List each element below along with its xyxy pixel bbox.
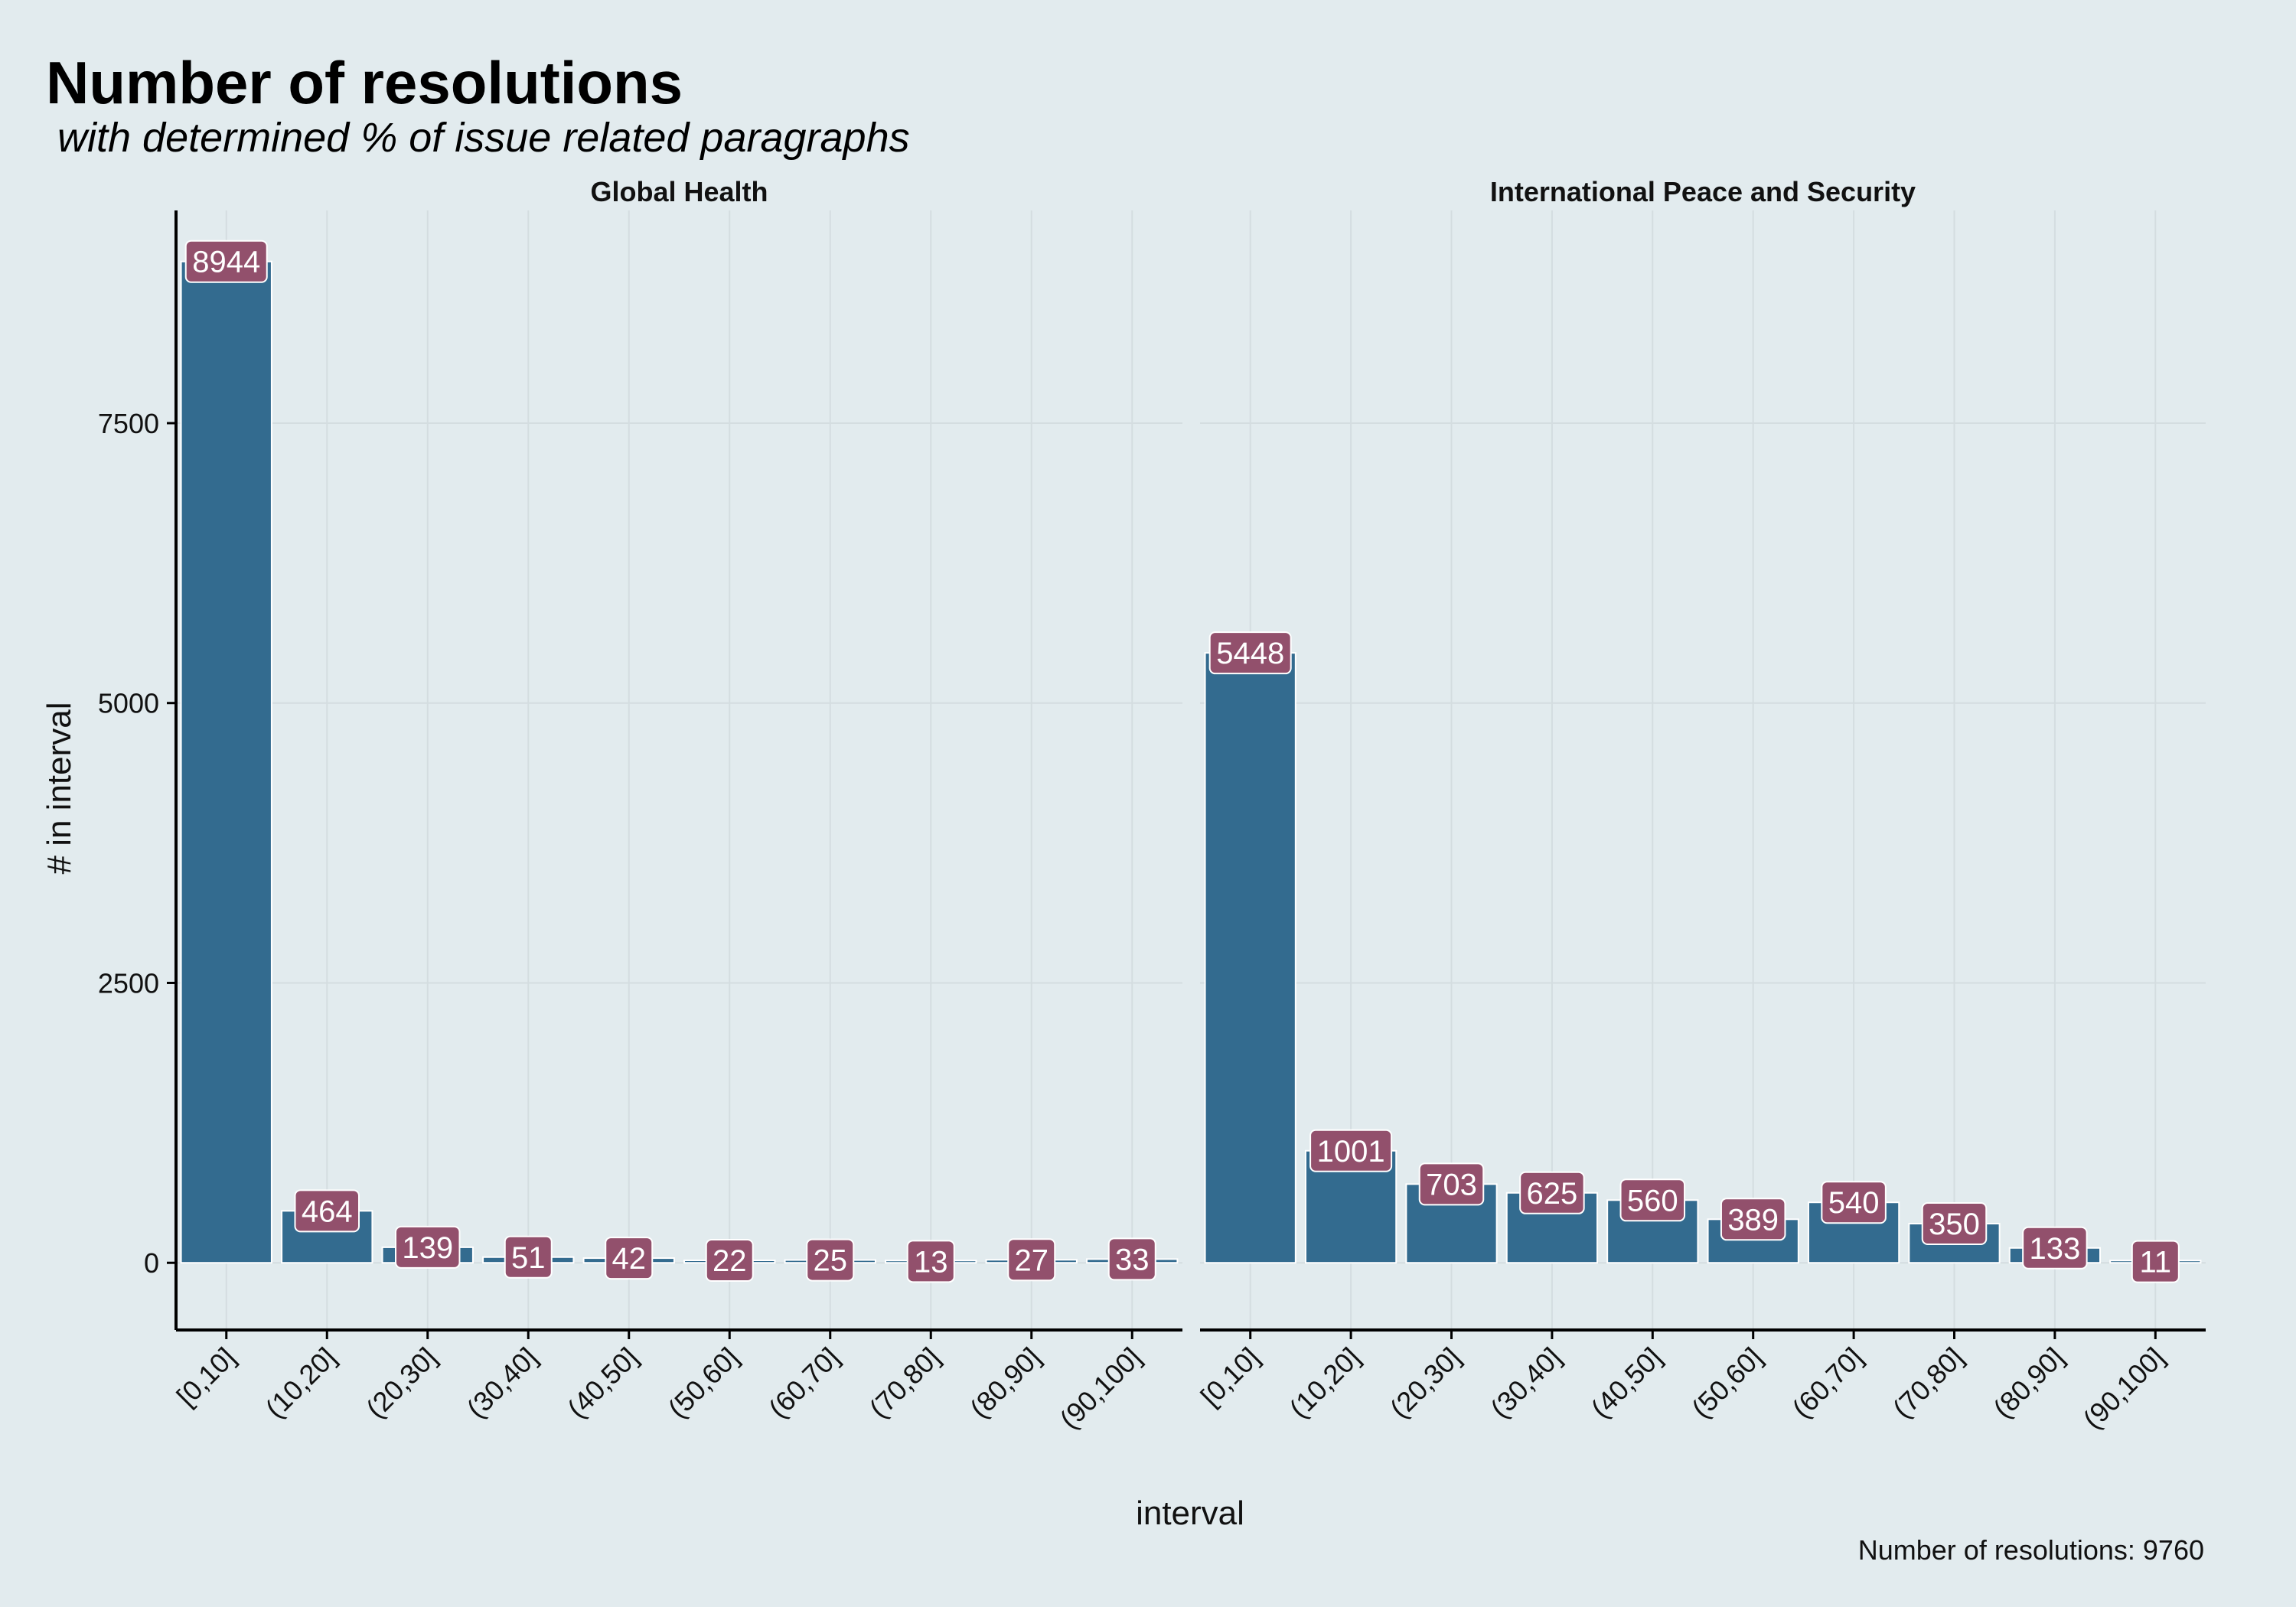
- x-axis-title: interval: [1136, 1495, 1244, 1532]
- x-tick-label: [0,10]: [171, 1341, 242, 1413]
- data-label: 8944: [192, 246, 260, 279]
- data-label-box: [605, 1237, 654, 1280]
- x-tick-label: (40,50]: [1585, 1341, 1668, 1424]
- data-label-box: [2131, 1240, 2180, 1283]
- data-label-box: [1921, 1202, 1988, 1246]
- data-label-box: [1619, 1178, 1686, 1222]
- data-label-box: [1418, 1162, 1485, 1206]
- facet-panel: International Peace and Security 5448 1001…: [1195, 176, 2206, 1435]
- data-label: 42: [612, 1242, 647, 1276]
- x-tick-label: (90,100]: [1054, 1341, 1147, 1435]
- data-label-box: [2022, 1226, 2088, 1270]
- data-label-box: [1519, 1171, 1585, 1214]
- data-label: 1001: [1317, 1135, 1385, 1169]
- x-tick-label: [0,10]: [1195, 1341, 1266, 1413]
- y-tick-label: 5000: [98, 688, 159, 719]
- x-tick-label: (30,40]: [461, 1341, 543, 1424]
- data-label-box: [1821, 1181, 1887, 1224]
- bar: [1204, 652, 1296, 1264]
- data-label-box: [1007, 1238, 1056, 1282]
- data-label-box: [395, 1225, 461, 1269]
- data-label-box: [294, 1189, 360, 1233]
- data-label: 11: [2140, 1246, 2172, 1279]
- data-label-box: [184, 240, 268, 283]
- x-tick-label: (90,100]: [2077, 1341, 2170, 1435]
- x-tick-label: (40,50]: [561, 1341, 644, 1424]
- x-tick-label: (20,30]: [1384, 1341, 1466, 1424]
- data-label-box: [504, 1235, 553, 1279]
- data-label: 350: [1929, 1208, 1980, 1241]
- data-label: 389: [1727, 1203, 1779, 1237]
- data-label: 139: [402, 1231, 453, 1265]
- data-label-box: [1208, 631, 1292, 675]
- x-tick-label: (20,30]: [360, 1341, 442, 1424]
- data-label: 133: [2030, 1232, 2081, 1266]
- chart-caption: Number of resolutions: 9760: [1858, 1534, 2204, 1566]
- x-tick-label: (50,60]: [1685, 1341, 1768, 1424]
- y-tick-label: 2500: [98, 967, 159, 999]
- facet-strip-label: Global Health: [590, 176, 768, 207]
- y-axis-title: # in interval: [41, 702, 78, 874]
- data-label: 33: [1115, 1243, 1150, 1276]
- data-label: 703: [1426, 1168, 1477, 1201]
- y-tick-label: 7500: [98, 408, 159, 439]
- x-tick-label: (10,20]: [1283, 1341, 1366, 1424]
- x-tick-label: (30,40]: [1484, 1341, 1567, 1424]
- x-tick-label: (80,90]: [1987, 1341, 2069, 1424]
- facet-strip-label: International Peace and Security: [1490, 176, 1916, 207]
- data-label-box: [1720, 1198, 1786, 1241]
- data-label: 13: [914, 1245, 948, 1279]
- data-label-box: [906, 1240, 955, 1283]
- data-label: 5448: [1216, 637, 1284, 670]
- data-label: 625: [1527, 1177, 1578, 1211]
- data-label: 464: [302, 1195, 353, 1228]
- y-tick-label: 0: [144, 1247, 159, 1279]
- x-tick-label: (50,60]: [662, 1341, 745, 1424]
- data-label-box: [806, 1238, 855, 1282]
- data-label: 25: [814, 1244, 848, 1278]
- data-label: 22: [713, 1244, 747, 1278]
- x-tick-label: (80,90]: [964, 1341, 1046, 1424]
- x-tick-label: (60,70]: [762, 1341, 845, 1424]
- x-tick-label: (60,70]: [1786, 1341, 1869, 1424]
- bar: [180, 260, 272, 1264]
- data-label: 540: [1828, 1186, 1880, 1220]
- facet-panel: Global Health 8944 464 139 51 42 22 25 13 27 33 [0,…: [98, 176, 1182, 1435]
- data-label-box: [705, 1239, 754, 1283]
- data-label: 560: [1627, 1184, 1678, 1217]
- data-label: 27: [1015, 1244, 1049, 1277]
- x-tick-label: (70,80]: [863, 1341, 946, 1424]
- facet-panels: Global Health 8944 464 139 51 42 22 25 13 27 33 [0,…: [98, 176, 2206, 1435]
- data-label: 51: [511, 1241, 546, 1275]
- chart-subtitle: with determined % of issue related parag…: [57, 115, 910, 161]
- x-tick-label: (10,20]: [259, 1341, 342, 1424]
- data-label-box: [1107, 1237, 1156, 1281]
- chart-title: Number of resolutions: [46, 49, 683, 116]
- data-label-box: [1309, 1129, 1393, 1172]
- x-tick-label: (70,80]: [1887, 1341, 1969, 1424]
